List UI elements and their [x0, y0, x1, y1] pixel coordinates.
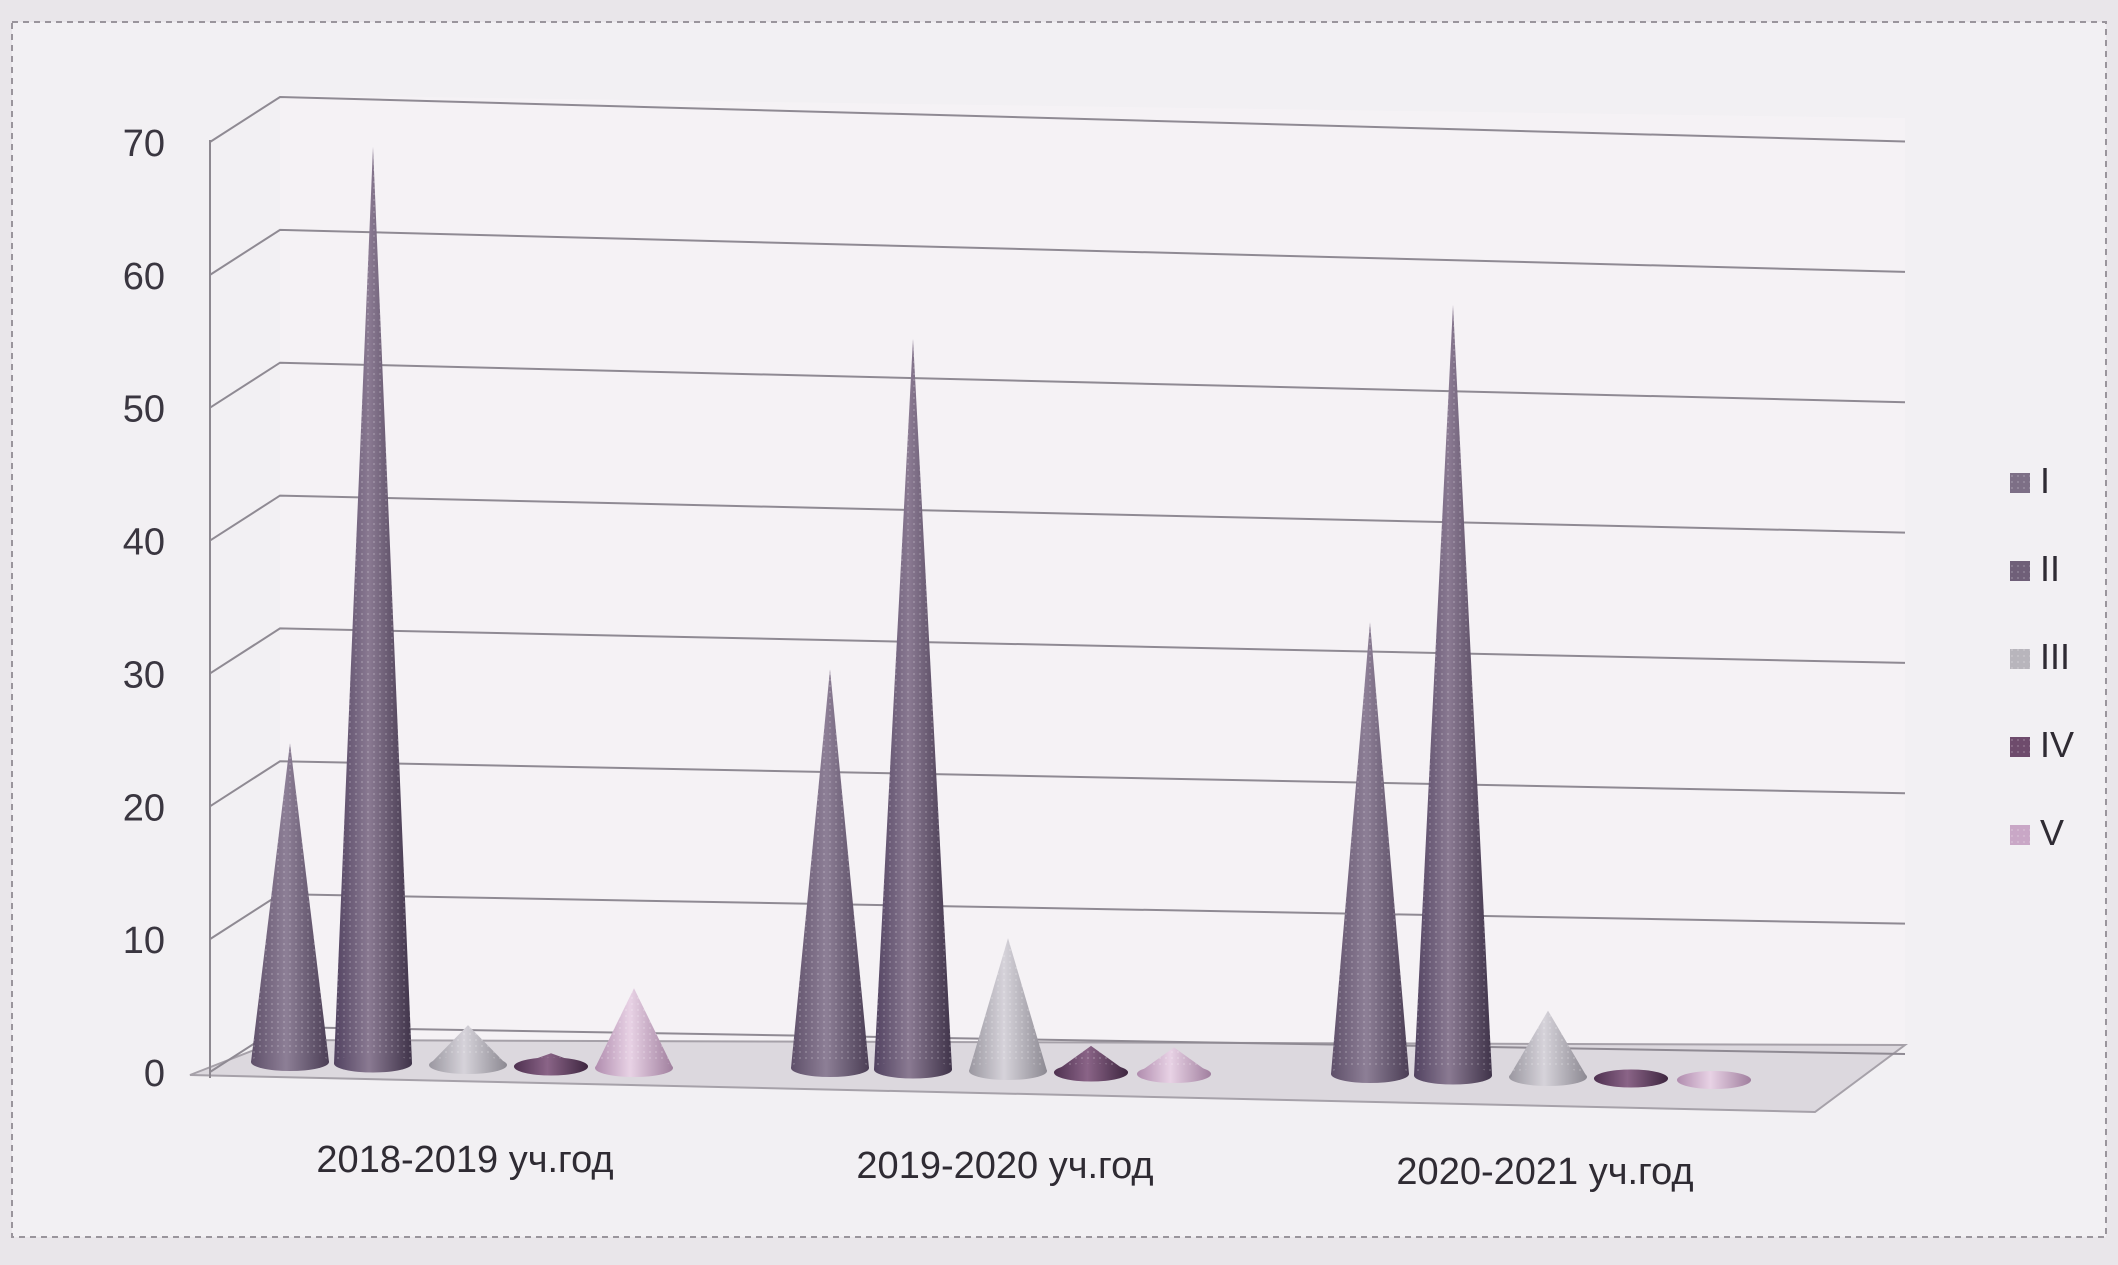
y-tick-label: 40 — [123, 522, 165, 564]
cone-IV-2 — [1593, 1069, 1669, 1088]
y-tick-label: 70 — [123, 123, 165, 165]
legend-label: IV — [2040, 724, 2074, 765]
gridline — [209, 494, 1906, 542]
gridline — [209, 627, 1906, 675]
gridlines — [209, 95, 1906, 1073]
back-wall — [280, 95, 1905, 1045]
cone-I-1 — [791, 669, 869, 1077]
y-tick-label: 20 — [123, 787, 165, 829]
gridline — [209, 361, 1906, 409]
x-category-label: 2019-2020 уч.год — [856, 1145, 1153, 1187]
cone-III-0 — [429, 1025, 507, 1074]
cone-I-2 — [1331, 622, 1409, 1083]
cone-IV-1 — [1053, 1045, 1129, 1082]
cone-V-1 — [1136, 1047, 1212, 1083]
y-tick-label: 50 — [123, 389, 165, 431]
legend-label: II — [2040, 548, 2060, 589]
cone-II-2 — [1414, 304, 1492, 1085]
y-tick-labels: 0 10 20 30 40 50 60 70 — [123, 123, 165, 1095]
legend-label: V — [2040, 812, 2064, 853]
gridline — [209, 95, 1906, 143]
cone-III-1 — [969, 938, 1047, 1080]
cone-V-0 — [595, 988, 673, 1077]
y-tick-label: 30 — [123, 654, 165, 696]
cone-IV-0 — [513, 1053, 589, 1076]
y-tick-label: 0 — [144, 1053, 165, 1095]
x-category-label: 2020-2021 уч.год — [1396, 1151, 1693, 1193]
legend-label: I — [2040, 460, 2050, 501]
gridline — [209, 228, 1906, 276]
cone-III-2 — [1509, 1010, 1587, 1086]
cone-II-1 — [874, 338, 952, 1079]
y-tick-label: 10 — [123, 920, 165, 962]
cones — [251, 146, 1752, 1089]
cone-II-0 — [334, 146, 412, 1073]
cone-I-0 — [251, 743, 329, 1071]
x-category-label: 2018-2019 уч.год — [316, 1139, 613, 1181]
cone-V-2 — [1676, 1071, 1752, 1089]
legend-label: III — [2040, 636, 2070, 677]
x-axis-labels: 2018-2019 уч.год 2019-2020 уч.год 2020-202… — [316, 1139, 1693, 1193]
y-tick-label: 60 — [123, 256, 165, 298]
